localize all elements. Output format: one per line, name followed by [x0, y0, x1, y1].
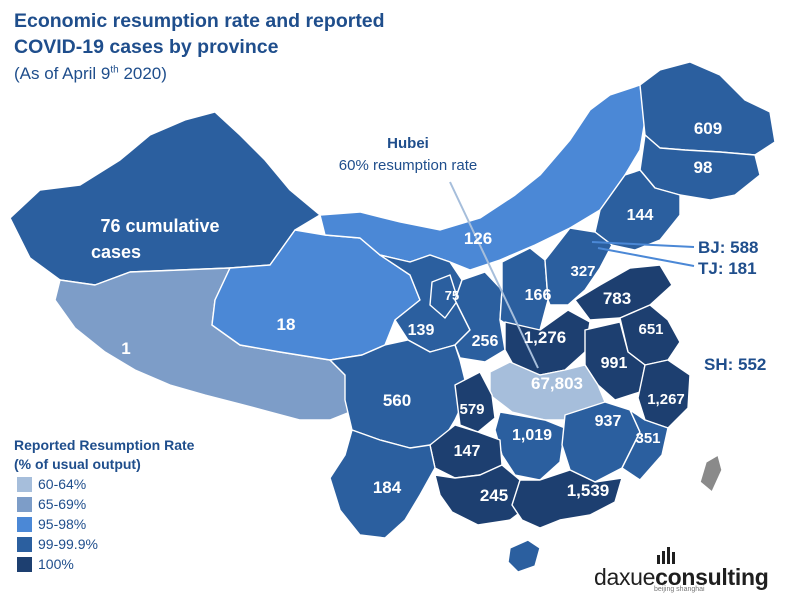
map-title: Economic resumption rate and reported CO…: [14, 8, 385, 60]
case-label-guizhou: 147: [454, 443, 481, 460]
daxue-logo: daxueconsulting beijing shanghai: [594, 546, 794, 593]
case-label-hubei: 67,803: [531, 374, 583, 393]
callout-connectors: [449, 181, 695, 369]
callout-sh: SH: 552: [704, 355, 766, 374]
legend-label: 60-64%: [38, 476, 87, 492]
case-label-hainan: 168: [467, 551, 494, 568]
case-label-jilin: 98: [694, 158, 713, 177]
legend-items: 60-64% 65-69% 95-98% 99-99.9% 100%: [14, 474, 194, 574]
legend-item: 60-64%: [14, 474, 194, 494]
case-label-gansu: 139: [408, 322, 435, 339]
case-label-tibet: 1: [121, 339, 130, 358]
case-label-hebei: 327: [570, 263, 595, 280]
province-ningxia: [429, 274, 459, 319]
logo-subtext: beijing shanghai: [654, 586, 705, 593]
province-heilongjiang: [639, 61, 776, 156]
province-zhejiang: [637, 359, 691, 429]
case-label-chongqing: 579: [459, 401, 484, 418]
legend-item: 100%: [14, 554, 194, 574]
case-label-guangxi: 245: [480, 486, 508, 505]
hubei-callout-name: Hubei: [387, 135, 429, 152]
legend-title-line-1: Reported Resumption Rate: [14, 437, 195, 453]
province-hubei: [489, 361, 606, 421]
case-label-liaoning: 144: [627, 207, 654, 224]
case-label-sichuan: 560: [383, 391, 411, 410]
case-label-shandong: 783: [603, 289, 631, 308]
legend-title: Reported Resumption Rate (% of usual out…: [14, 436, 194, 474]
province-shaanxi: [454, 271, 506, 363]
case-label-hunan: 1,019: [512, 427, 552, 444]
legend-swatch: [17, 536, 32, 552]
logo-wordmark: daxueconsulting: [594, 564, 769, 591]
legend-label: 95-98%: [38, 516, 87, 532]
legend-label: 100%: [38, 556, 74, 572]
case-label-anhui: 991: [601, 355, 628, 372]
logo-bars-icon: [657, 547, 675, 564]
case-label-heilongjiang: 609: [694, 119, 722, 138]
hubei-callout-rate: 60% resumption rate: [339, 157, 477, 174]
legend-label: 99-99.9%: [38, 536, 98, 552]
case-label-jiangxi: 937: [595, 413, 622, 430]
connector-line: [449, 181, 539, 369]
province-labels: 76 cumulative cases 1 18 126 609 98 144 139 75 256…: [91, 119, 766, 568]
legend-title-line-2: (% of usual output): [14, 456, 141, 472]
province-henan: [504, 309, 591, 376]
legend-item: 65-69%: [14, 494, 194, 514]
map-subtitle: (As of April 9th 2020): [14, 64, 167, 84]
callout-tj: TJ: 181: [698, 259, 757, 278]
subtitle-date: 2020): [118, 64, 167, 83]
case-label-fujian: 351: [635, 430, 660, 447]
province-yunnan: [329, 429, 436, 539]
province-shapes: [9, 61, 776, 573]
logo-part-2: consulting: [655, 564, 769, 590]
legend-swatch: [17, 556, 32, 572]
subtitle-sup: th: [110, 64, 119, 76]
case-label-guangdong: 1,539: [567, 481, 610, 500]
title-line-1: Economic resumption rate and reported: [14, 10, 385, 32]
connector-line: [591, 241, 695, 248]
legend-swatch: [17, 476, 32, 492]
case-label-shaanxi: 256: [472, 333, 499, 350]
case-label-zhejiang: 1,267: [647, 391, 685, 408]
legend-item: 95-98%: [14, 514, 194, 534]
case-label-ningxia: 75: [445, 288, 459, 303]
province-chongqing: [454, 371, 496, 433]
legend: Reported Resumption Rate (% of usual out…: [14, 436, 194, 574]
case-label-qinghai: 18: [277, 315, 296, 334]
province-guangdong: [511, 469, 623, 529]
province-hainan: [507, 539, 541, 573]
logo-part-1: daxue: [594, 564, 656, 590]
case-label-inner-mongolia: 126: [464, 229, 492, 248]
connector-line: [597, 247, 695, 267]
case-label-jiangsu: 651: [638, 321, 663, 338]
province-taiwan: [699, 454, 723, 493]
subtitle-text: (As of April 9: [14, 64, 111, 83]
province-shandong: [574, 264, 673, 321]
legend-item: 99-99.9%: [14, 534, 194, 554]
title-line-2: COVID-19 cases by province: [14, 36, 279, 58]
province-hebei: [544, 227, 613, 306]
case-label-henan: 1,276: [524, 328, 567, 347]
case-label-xinjiang: 76 cumulative cases: [91, 216, 220, 262]
case-label-yunnan: 184: [373, 478, 402, 497]
callout-bj: BJ: 588: [698, 238, 758, 257]
legend-swatch: [17, 496, 32, 512]
legend-label: 65-69%: [38, 496, 87, 512]
legend-swatch: [17, 516, 32, 532]
province-fujian: [621, 409, 669, 481]
case-label-shanxi: 166: [525, 287, 552, 304]
